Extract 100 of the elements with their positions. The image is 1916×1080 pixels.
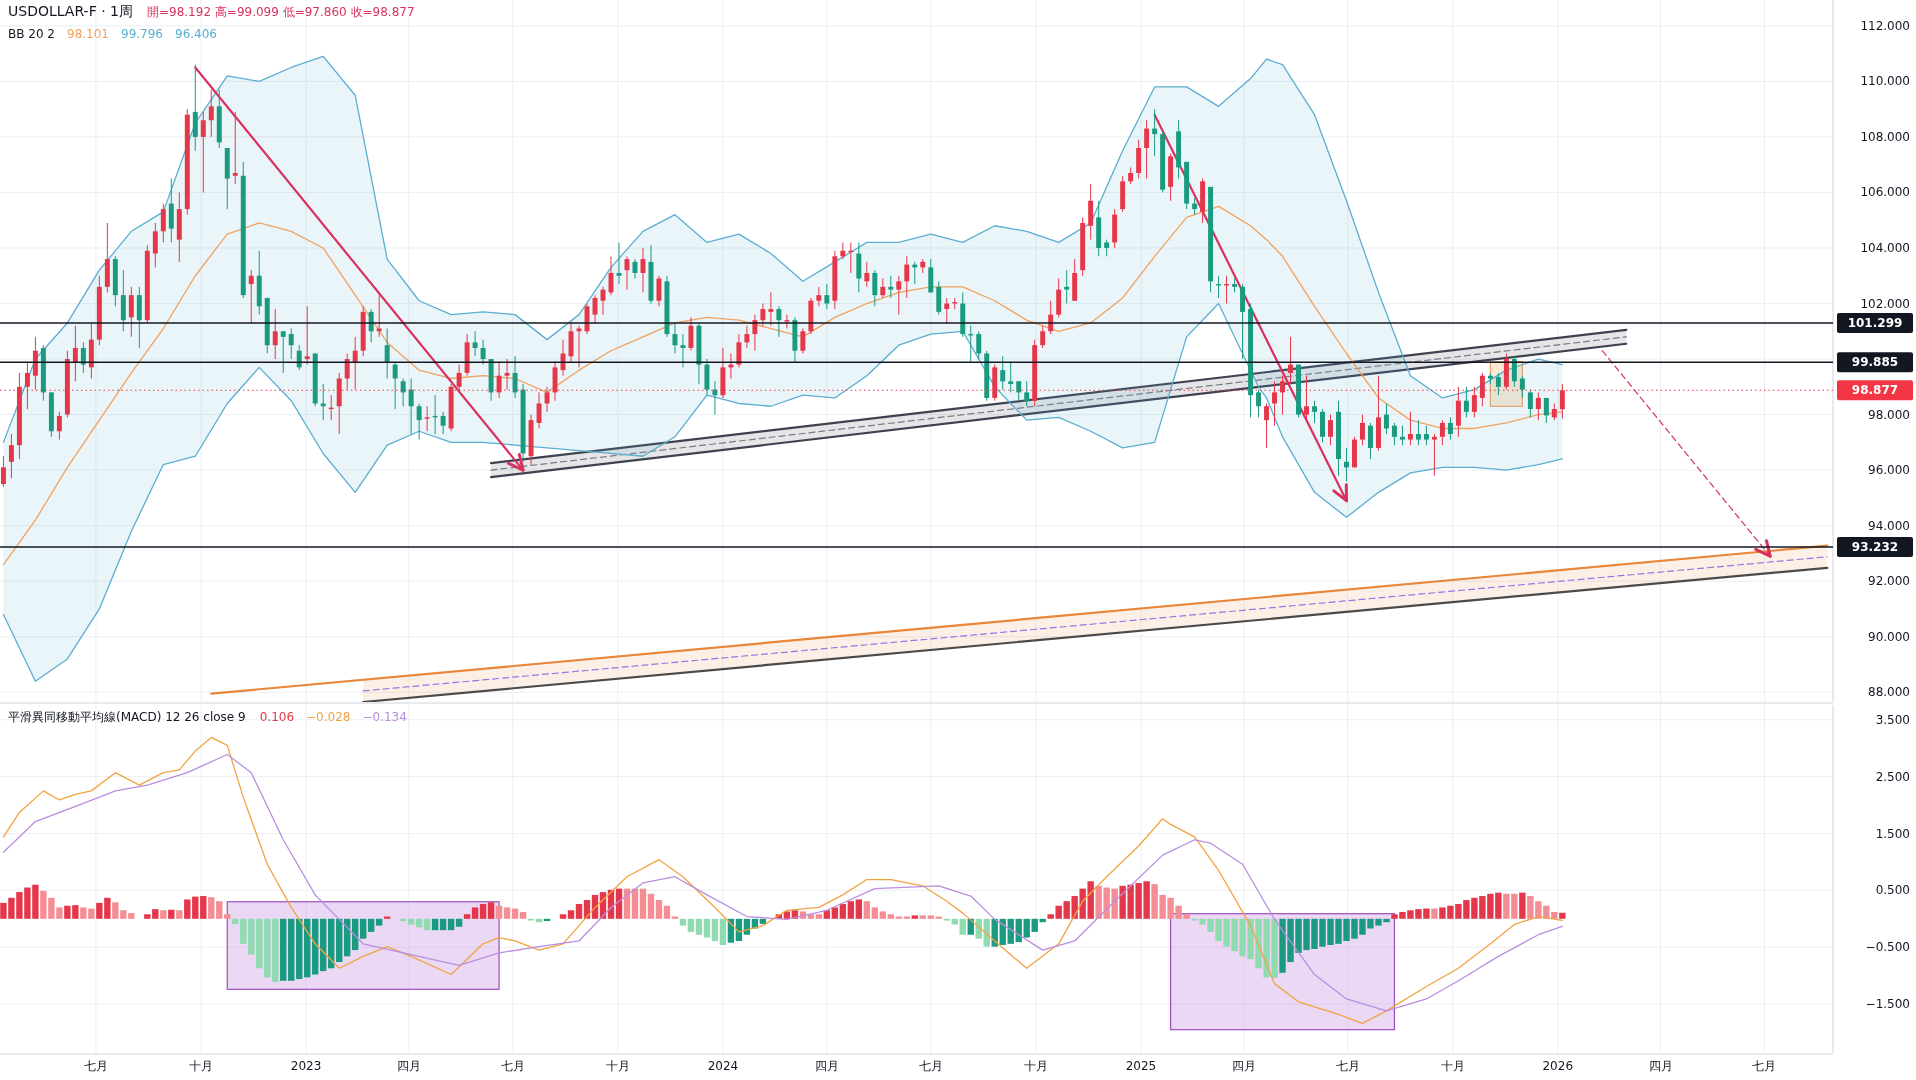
bar: [423, 918, 431, 931]
bar: [200, 896, 207, 919]
bar: [719, 918, 727, 945]
bar: [663, 905, 671, 919]
bar: [631, 888, 639, 919]
x-tick-label: 七月: [83, 1059, 108, 1073]
bar: [927, 915, 934, 919]
annotation: 開=98.192 高=99.099 低=97.860 收=98.877: [146, 5, 415, 19]
y-tick-label: 102.000: [1860, 296, 1910, 311]
candlestick: [872, 269, 878, 307]
candlestick: [424, 405, 430, 432]
candlestick: [24, 361, 30, 410]
candlestick: [400, 377, 406, 407]
candlestick: [440, 411, 446, 435]
candlestick: [1399, 425, 1405, 446]
candlestick: [1256, 389, 1262, 418]
chart-title: USDOLLAR-F · 1周: [8, 3, 133, 19]
bar: [216, 901, 223, 919]
bar: [911, 915, 918, 919]
bar: [823, 910, 831, 919]
ref-line-label: 101.299: [1847, 315, 1903, 330]
candlestick: [1439, 419, 1445, 446]
candlestick: [1024, 380, 1030, 407]
x-tick-label: 七月: [1752, 1059, 1777, 1073]
bar: [575, 904, 583, 919]
bar: [176, 910, 183, 919]
annotation: 99.796: [121, 27, 163, 41]
candlestick: [1359, 414, 1365, 446]
candlestick: [352, 336, 358, 391]
candlestick: [128, 286, 134, 338]
candlestick: [544, 386, 550, 413]
candlestick: [1495, 372, 1501, 396]
x-tick-label: 十月: [189, 1059, 213, 1073]
candlestick: [888, 275, 894, 299]
annotation: −0.028: [306, 710, 351, 724]
bar: [703, 918, 711, 938]
y-tick-label: 0.500: [1875, 883, 1910, 898]
candlestick: [1016, 380, 1022, 402]
bar: [320, 918, 327, 972]
line-series: [2, 205, 1563, 566]
y-tick-label: 88.000: [1868, 685, 1910, 700]
candlestick: [280, 330, 286, 374]
candlestick: [1415, 419, 1421, 446]
x-tick-label: 2025: [1125, 1059, 1157, 1073]
candlestick: [320, 383, 326, 421]
candlestick: [1264, 402, 1270, 449]
candlestick: [1543, 397, 1549, 424]
x-tick-label: 2023: [290, 1059, 322, 1073]
candlestick: [816, 286, 822, 307]
candlestick: [1471, 386, 1477, 418]
ref-line-label: 99.885: [1851, 355, 1899, 370]
candlestick: [1280, 375, 1286, 416]
bar: [655, 900, 663, 919]
y-tick-label: 112.000: [1860, 18, 1910, 33]
bar: [879, 911, 887, 919]
candlestick: [288, 328, 294, 360]
bar: [232, 918, 239, 924]
candlestick: [672, 322, 678, 354]
bar: [264, 918, 271, 978]
bar: [871, 907, 879, 919]
bar: [280, 918, 287, 981]
x-tick-label: 十月: [1440, 1059, 1465, 1073]
y-tick-label: −0.500: [1865, 940, 1910, 955]
annotation: 0.106: [259, 710, 295, 724]
candlestick: [976, 330, 982, 360]
candlestick: [496, 361, 502, 399]
candlestick: [800, 328, 806, 354]
candlestick: [504, 358, 510, 391]
candlestick: [688, 316, 694, 352]
bar: [847, 901, 855, 919]
y-tick-label: 94.000: [1868, 518, 1910, 533]
x-tick-label: 2024: [707, 1059, 739, 1073]
candlestick: [1312, 400, 1317, 424]
candlestick: [208, 89, 214, 138]
candlestick: [1000, 355, 1006, 391]
bar: [839, 904, 847, 919]
bar: [192, 896, 199, 919]
candlestick: [880, 278, 886, 299]
candlestick: [1423, 425, 1429, 446]
bar: [831, 907, 839, 919]
candlestick: [392, 361, 398, 410]
bar: [288, 918, 295, 981]
bar: [359, 918, 367, 939]
x-tick-label: 四月: [1231, 1059, 1256, 1073]
bar: [447, 918, 455, 931]
candlestick: [784, 314, 790, 330]
candlestick: [1144, 119, 1150, 180]
bar: [519, 911, 527, 919]
bar: [511, 908, 519, 919]
bar: [695, 918, 703, 935]
y-tick-label: 3.500: [1875, 712, 1910, 727]
bar: [503, 907, 511, 919]
candlestick: [80, 341, 86, 374]
candlestick: [1064, 269, 1070, 305]
candlestick: [560, 339, 566, 377]
x-tick-label: 七月: [500, 1059, 525, 1073]
bar: [959, 918, 966, 935]
bar: [168, 909, 175, 919]
bar: [463, 914, 471, 919]
y-tick-label: −1.500: [1865, 997, 1910, 1012]
